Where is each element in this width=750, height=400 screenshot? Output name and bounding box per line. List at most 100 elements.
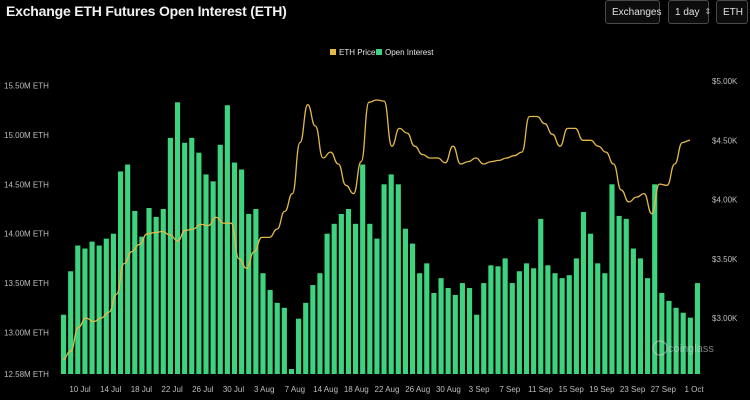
oi-bar	[210, 181, 216, 374]
x-tick-label: 18 Aug	[344, 385, 369, 394]
y-left-tick-label: 15.50M ETH	[4, 82, 49, 91]
chart-legend: ETH Price Open Interest	[330, 48, 434, 57]
oi-bar	[153, 216, 159, 374]
oi-bar	[360, 164, 366, 374]
y-left-tick-label: 13.50M ETH	[4, 279, 49, 288]
oi-bar	[231, 162, 238, 374]
oi-bar	[438, 278, 444, 374]
watermark: coinglass	[652, 340, 714, 356]
exchanges-select[interactable]: Exchanges ⇕	[605, 0, 673, 24]
sort-icon: ⇕	[748, 8, 750, 16]
x-tick-label: 15 Sep	[559, 385, 585, 394]
legend-label-eth-price: ETH Price	[339, 48, 376, 57]
x-tick-label: 14 Aug	[313, 385, 338, 394]
oi-bar	[324, 233, 330, 374]
y-axis-right: $3.00K $3.50K $4.00K $4.50K $5.00K	[712, 77, 738, 323]
oi-bar	[588, 233, 594, 374]
y-left-tick-label: 15.00M ETH	[4, 131, 49, 140]
oi-bar	[367, 223, 373, 374]
oi-bar	[659, 292, 665, 374]
legend-swatch-open-interest	[376, 49, 382, 55]
oi-bar	[353, 223, 359, 374]
y-right-tick-label: $3.50K	[712, 255, 738, 264]
oi-bar	[110, 233, 116, 374]
oi-bar	[345, 209, 352, 374]
oi-bar	[374, 238, 380, 374]
oi-bar	[182, 142, 188, 374]
x-tick-label: 7 Aug	[285, 385, 305, 394]
oi-bar	[317, 273, 323, 374]
y-left-tick-label: 12.58M ETH	[4, 370, 49, 379]
oi-bar	[445, 288, 451, 374]
x-tick-label: 7 Sep	[499, 385, 520, 394]
x-tick-label: 30 Jul	[223, 385, 245, 394]
x-tick-label: 19 Sep	[589, 385, 615, 394]
oi-bar	[616, 215, 622, 374]
oi-bar	[267, 290, 273, 374]
oi-bar	[488, 265, 494, 374]
oi-bar	[338, 213, 344, 374]
y-right-tick-label: $4.50K	[712, 136, 738, 145]
oi-bar	[680, 312, 686, 374]
oi-bar	[417, 273, 423, 374]
oi-bar	[288, 369, 295, 374]
oi-bar	[495, 266, 501, 374]
oi-bar	[452, 294, 458, 374]
oi-bar	[424, 263, 430, 374]
oi-bar	[595, 263, 601, 374]
oi-bar	[303, 302, 309, 374]
x-tick-label: 11 Sep	[528, 385, 553, 394]
oi-bar	[573, 258, 579, 374]
oi-bar	[652, 184, 658, 374]
oi-bar	[103, 238, 109, 374]
oi-bar	[167, 137, 173, 374]
oi-bar	[217, 144, 223, 374]
oi-bar	[538, 218, 544, 374]
oi-bar	[566, 275, 572, 374]
sort-icon: ⇕	[704, 7, 712, 16]
oi-bar	[203, 174, 209, 374]
interval-select-label: 1 day	[675, 6, 700, 18]
eth-price-line	[62, 99, 691, 361]
oi-bar	[395, 184, 401, 374]
oi-bar	[246, 213, 252, 374]
oi-bar	[481, 283, 487, 374]
oi-bar	[673, 307, 679, 374]
y-left-tick-label: 14.50M ETH	[4, 180, 49, 189]
oi-bar	[630, 248, 636, 374]
oi-bar	[75, 245, 81, 374]
unit-select-label: ETH	[723, 6, 743, 18]
oi-bar	[609, 184, 615, 374]
oi-bar	[146, 208, 152, 374]
oi-bar	[274, 302, 280, 374]
oi-bar	[531, 268, 537, 374]
oi-bar	[459, 283, 465, 374]
oi-bar	[466, 288, 473, 374]
oi-bar	[502, 258, 508, 374]
oi-bar	[239, 169, 245, 374]
oi-bar	[637, 258, 644, 374]
x-tick-label: 3 Sep	[469, 385, 490, 394]
unit-select[interactable]: ETH ⇕	[716, 0, 750, 24]
x-tick-label: 3 Aug	[254, 385, 274, 394]
oi-bar	[580, 211, 587, 374]
oi-bar	[174, 102, 181, 375]
legend-label-open-interest: Open Interest	[385, 48, 434, 57]
oi-bar	[68, 271, 74, 374]
oi-bar	[224, 105, 230, 374]
y-axis-left: 12.58M ETH 13.00M ETH 13.50M ETH 14.00M ETH…	[4, 82, 49, 379]
oi-bar	[516, 271, 522, 374]
oi-bar	[645, 278, 651, 374]
oi-bar	[694, 283, 701, 374]
oi-bar	[687, 317, 693, 374]
x-tick-label: 23 Sep	[620, 385, 646, 394]
oi-bar	[331, 223, 337, 374]
x-tick-label: 18 Jul	[131, 385, 153, 394]
exchanges-select-label: Exchanges	[612, 6, 662, 18]
oi-bar	[96, 245, 102, 374]
interval-select[interactable]: 1 day ⇕	[668, 0, 712, 24]
oi-bar	[196, 152, 202, 374]
oi-bar	[623, 218, 629, 374]
oi-bar	[139, 236, 145, 374]
